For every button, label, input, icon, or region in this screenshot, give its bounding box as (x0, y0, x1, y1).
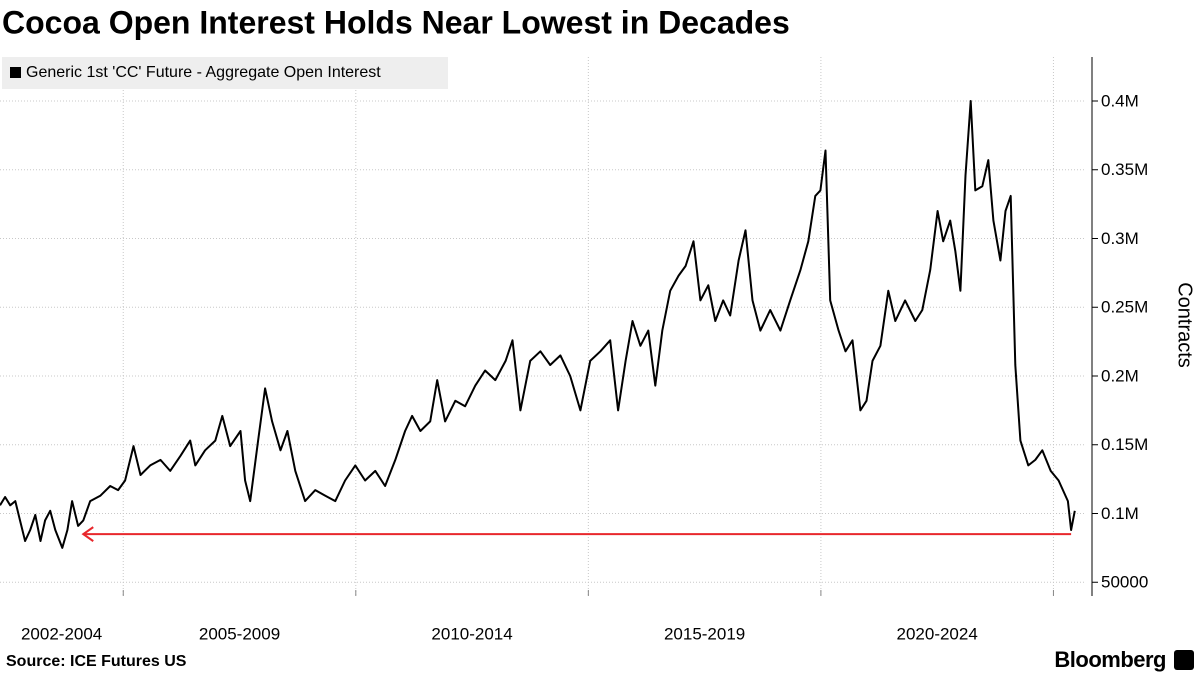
y-tick-label: 0.2M (1101, 366, 1139, 385)
y-tick-label: 0.1M (1101, 504, 1139, 523)
x-period-label: 2010-2014 (431, 624, 512, 643)
y-tick-label: 0.35M (1101, 160, 1148, 179)
y-tick-label: 50000 (1101, 573, 1148, 592)
legend-label: Generic 1st 'CC' Future - Aggregate Open… (26, 64, 381, 81)
series-line (0, 100, 1076, 549)
x-period-label: 2002-2004 (21, 624, 102, 643)
legend-swatch (10, 67, 21, 78)
brand-icon (1174, 650, 1194, 670)
x-period-label: 2005-2009 (199, 624, 280, 643)
reference-arrow (81, 526, 94, 542)
x-period-label: 2015-2019 (664, 624, 745, 643)
chart-title: Cocoa Open Interest Holds Near Lowest in… (2, 4, 790, 40)
brand: Bloomberg (1054, 647, 1166, 672)
legend-box (2, 57, 448, 89)
y-axis-label: Contracts (1174, 282, 1196, 368)
y-tick-label: 0.4M (1101, 91, 1139, 110)
y-tick-label: 0.15M (1101, 435, 1148, 454)
x-period-label: 2020-2024 (897, 624, 978, 643)
y-tick-label: 0.25M (1101, 298, 1148, 317)
source: Source: ICE Futures US (6, 653, 187, 670)
y-tick-label: 0.3M (1101, 229, 1139, 248)
